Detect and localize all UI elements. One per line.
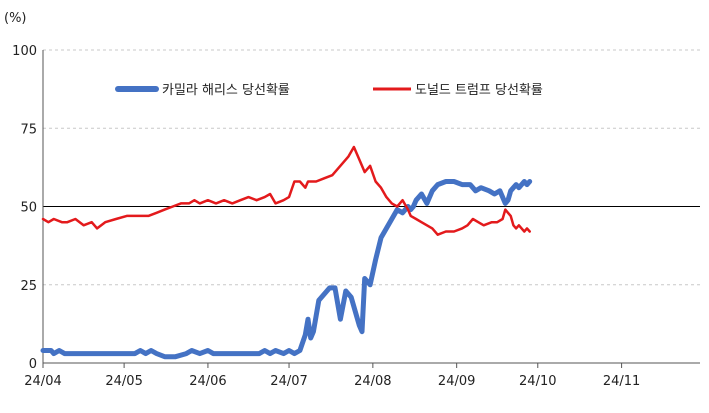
axis-layer: 0 25 50 75 100 24/04 24/05 24/06 24/07 24/08 24/09… [12, 44, 700, 389]
y-tick-label: 50 [20, 201, 37, 216]
series-line-harris [40, 179, 533, 360]
x-tick-label: 24/04 [24, 374, 61, 389]
x-tick-label: 24/07 [270, 374, 307, 389]
legend-label-trump: 도널드 트럼프 당선확률 [415, 83, 543, 98]
x-tick-label: 24/11 [603, 374, 640, 389]
y-tick-label: 100 [12, 44, 37, 59]
y-tick-label: 25 [20, 279, 37, 294]
x-tick-label: 24/06 [189, 374, 226, 389]
y-axis-unit-label: (%) [4, 11, 27, 26]
series-line-trump [41, 145, 531, 236]
x-tick-label: 24/10 [519, 374, 556, 389]
legend: 카밀라 해리스 당선확률 도널드 트럼프 당선확률 [115, 83, 543, 98]
y-tick-label: 75 [20, 122, 37, 137]
x-tick-label: 24/08 [354, 374, 391, 389]
grid-layer [43, 49, 700, 286]
series-layer [40, 145, 533, 360]
x-tick-label: 24/05 [105, 374, 142, 389]
legend-label-harris: 카밀라 해리스 당선확률 [162, 83, 290, 98]
x-tick-label: 24/09 [438, 374, 475, 389]
y-tick-label: 0 [29, 357, 37, 372]
